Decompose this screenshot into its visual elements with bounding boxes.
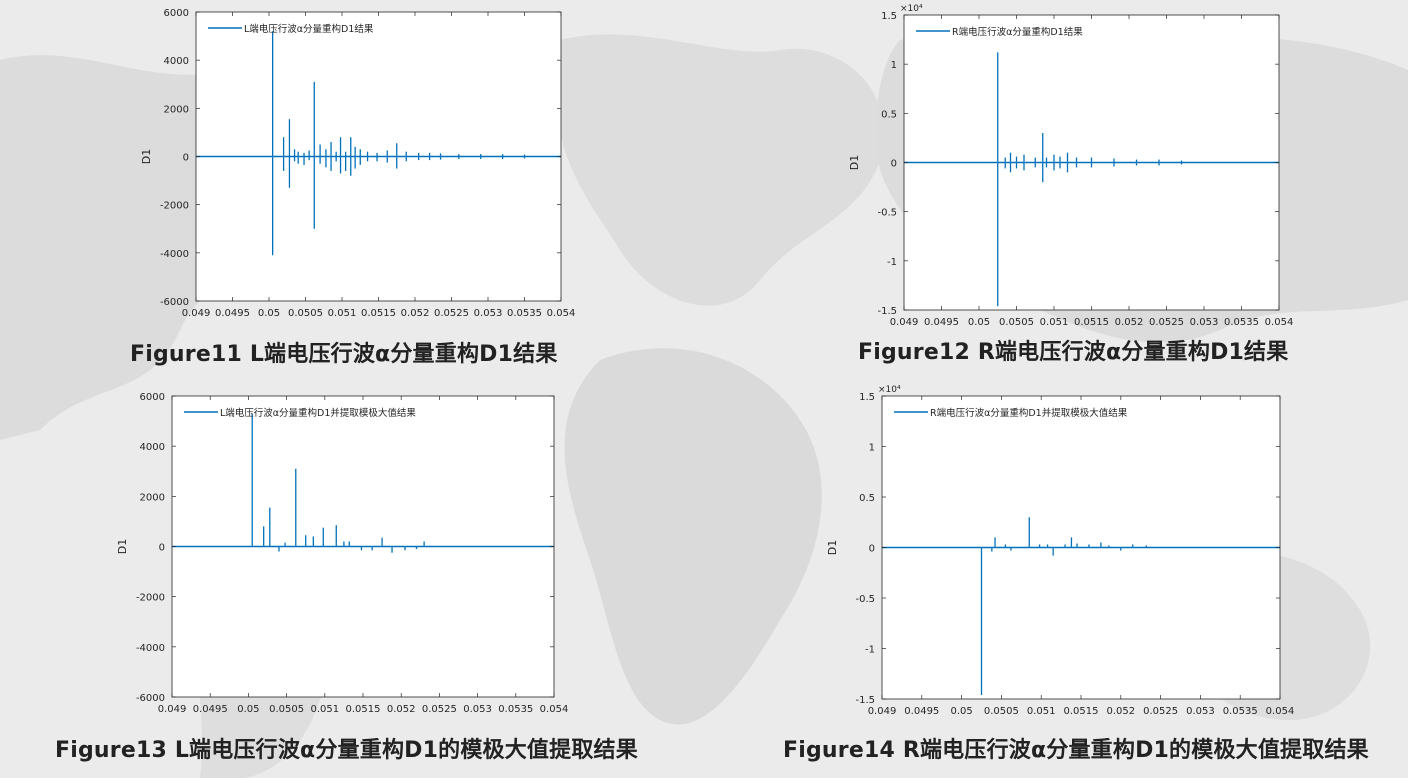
- x-tick-label: 0.049: [182, 308, 211, 319]
- x-tick-label: 0.053: [463, 704, 492, 715]
- y-tick-label: 6000: [140, 392, 165, 403]
- x-tick-label: 0.0505: [288, 308, 323, 319]
- x-tick-label: 0.053: [474, 308, 503, 319]
- x-tick-label: 0.054: [540, 704, 569, 715]
- y-tick-label: -4000: [160, 249, 189, 260]
- y-tick-label: 0: [891, 159, 897, 170]
- y-axis-label: D1: [826, 540, 839, 555]
- x-tick-label: 0.051: [1040, 317, 1069, 328]
- x-tick-label: 0.0495: [193, 704, 228, 715]
- x-tick-label: 0.0525: [434, 308, 469, 319]
- x-tick-label: 0.052: [401, 308, 430, 319]
- y-axis-label: D1: [140, 149, 153, 164]
- y-tick-label: 0: [159, 543, 165, 554]
- x-tick-label: 0.0525: [1143, 706, 1178, 717]
- y-tick-label: 2000: [164, 104, 189, 115]
- y-tick-label: -1: [865, 645, 875, 656]
- figure-caption: Figure11 L端电压行波α分量重构D1结果: [130, 342, 558, 367]
- x-tick-label: 0.0505: [269, 704, 304, 715]
- x-tick-label: 0.0505: [984, 706, 1019, 717]
- chart-svg: 0.049 0.0495 0.05 0.0505 0.051 0.0515 0.052 0.0…: [826, 385, 1294, 717]
- y-tick-label: -2000: [136, 593, 165, 604]
- x-tick-label: 0.0495: [215, 308, 250, 319]
- x-tick-label: 0.0525: [1149, 317, 1184, 328]
- x-tick-label: 0.0535: [1223, 706, 1258, 717]
- y-tick-label: -6000: [160, 297, 189, 308]
- y-tick-label: 4000: [164, 56, 189, 67]
- x-tick-label: 0.0515: [361, 308, 396, 319]
- y-tick-label: -0.5: [877, 208, 897, 219]
- x-tick-label: 0.053: [1186, 706, 1215, 717]
- y-tick-label: 6000: [164, 8, 189, 19]
- chart-svg: 0.049 0.0495 0.05 0.0505 0.051 0.0515 0.052 0.0…: [848, 4, 1293, 328]
- x-tick-label: 0.052: [1106, 706, 1135, 717]
- y-tick-label: 2000: [140, 492, 165, 503]
- y-tick-label: 1.5: [881, 11, 897, 22]
- x-tick-label: 0.049: [890, 317, 919, 328]
- x-tick-label: 0.052: [387, 704, 416, 715]
- legend-label: R端电压行波α分量重构D1结果: [952, 26, 1083, 38]
- y-tick-label: 1: [869, 443, 875, 454]
- legend-label: L端电压行波α分量重构D1并提取模极大值结果: [220, 407, 416, 419]
- x-tick-label: 0.053: [1190, 317, 1219, 328]
- x-tick-label: 0.0495: [904, 706, 939, 717]
- legend-label: R端电压行波α分量重构D1并提取模极大值结果: [930, 407, 1128, 419]
- figure-caption: Figure12 R端电压行波α分量重构D1结果: [858, 340, 1289, 365]
- legend-label: L端电压行波α分量重构D1结果: [244, 23, 374, 35]
- x-tick-label: 0.05: [237, 704, 259, 715]
- chart-figure-4: 0.049 0.0495 0.05 0.0505 0.051 0.0515 0.052 0.0…: [822, 381, 1294, 719]
- y-tick-label: -6000: [136, 693, 165, 704]
- x-tick-label: 0.054: [547, 308, 576, 319]
- axis-exponent-label: ×10⁴: [900, 4, 923, 14]
- chart-svg: 0.049 0.0495 0.05 0.0505 0.051 0.0515 0.052 0.0…: [116, 392, 568, 715]
- x-tick-label: 0.052: [1115, 317, 1144, 328]
- y-tick-label: -2000: [160, 201, 189, 212]
- x-tick-label: 0.0525: [422, 704, 457, 715]
- figure-caption: Figure14 R端电压行波α分量重构D1的模极大值提取结果: [783, 738, 1369, 763]
- x-tick-label: 0.0515: [346, 704, 381, 715]
- x-tick-label: 0.051: [1027, 706, 1056, 717]
- axis-exponent-label: ×10⁴: [878, 385, 901, 395]
- chart-figure-1: 0.049 0.0495 0.05 0.0505 0.051 0.0515 0.052 0.0…: [136, 0, 575, 321]
- x-tick-label: 0.05: [258, 308, 280, 319]
- x-tick-label: 0.0535: [507, 308, 542, 319]
- x-tick-label: 0.054: [1266, 706, 1295, 717]
- x-tick-label: 0.0535: [498, 704, 533, 715]
- figure-caption: Figure13 L端电压行波α分量重构D1的模极大值提取结果: [55, 738, 638, 763]
- x-tick-label: 0.049: [868, 706, 897, 717]
- x-tick-label: 0.051: [310, 704, 339, 715]
- y-axis-label: D1: [116, 539, 129, 554]
- x-tick-label: 0.051: [328, 308, 357, 319]
- x-tick-label: 0.0505: [999, 317, 1034, 328]
- x-tick-label: 0.049: [158, 704, 187, 715]
- y-tick-label: -4000: [136, 643, 165, 654]
- y-tick-label: -1: [887, 257, 897, 268]
- x-tick-label: 0.0495: [924, 317, 959, 328]
- chart-figure-2: 0.049 0.0495 0.05 0.0505 0.051 0.0515 0.052 0.0…: [844, 0, 1293, 330]
- y-tick-label: 0.5: [881, 109, 897, 120]
- y-tick-label: -0.5: [855, 594, 875, 605]
- x-tick-label: 0.0515: [1064, 706, 1099, 717]
- x-tick-label: 0.05: [950, 706, 972, 717]
- y-tick-label: 4000: [140, 442, 165, 453]
- y-tick-label: 0: [869, 544, 875, 555]
- y-tick-label: 0.5: [859, 493, 875, 504]
- chart-svg: 0.049 0.0495 0.05 0.0505 0.051 0.0515 0.052 0.0…: [140, 8, 575, 319]
- y-tick-label: 1: [891, 60, 897, 71]
- x-tick-label: 0.054: [1265, 317, 1294, 328]
- chart-figure-3: 0.049 0.0495 0.05 0.0505 0.051 0.0515 0.052 0.0…: [112, 381, 568, 717]
- y-axis-label: D1: [848, 155, 861, 170]
- y-tick-label: -1.5: [877, 306, 897, 317]
- x-tick-label: 0.0535: [1224, 317, 1259, 328]
- x-tick-label: 0.05: [968, 317, 990, 328]
- y-tick-label: -1.5: [855, 695, 875, 706]
- y-tick-label: 1.5: [859, 392, 875, 403]
- y-tick-label: 0: [183, 153, 189, 164]
- x-tick-label: 0.0515: [1074, 317, 1109, 328]
